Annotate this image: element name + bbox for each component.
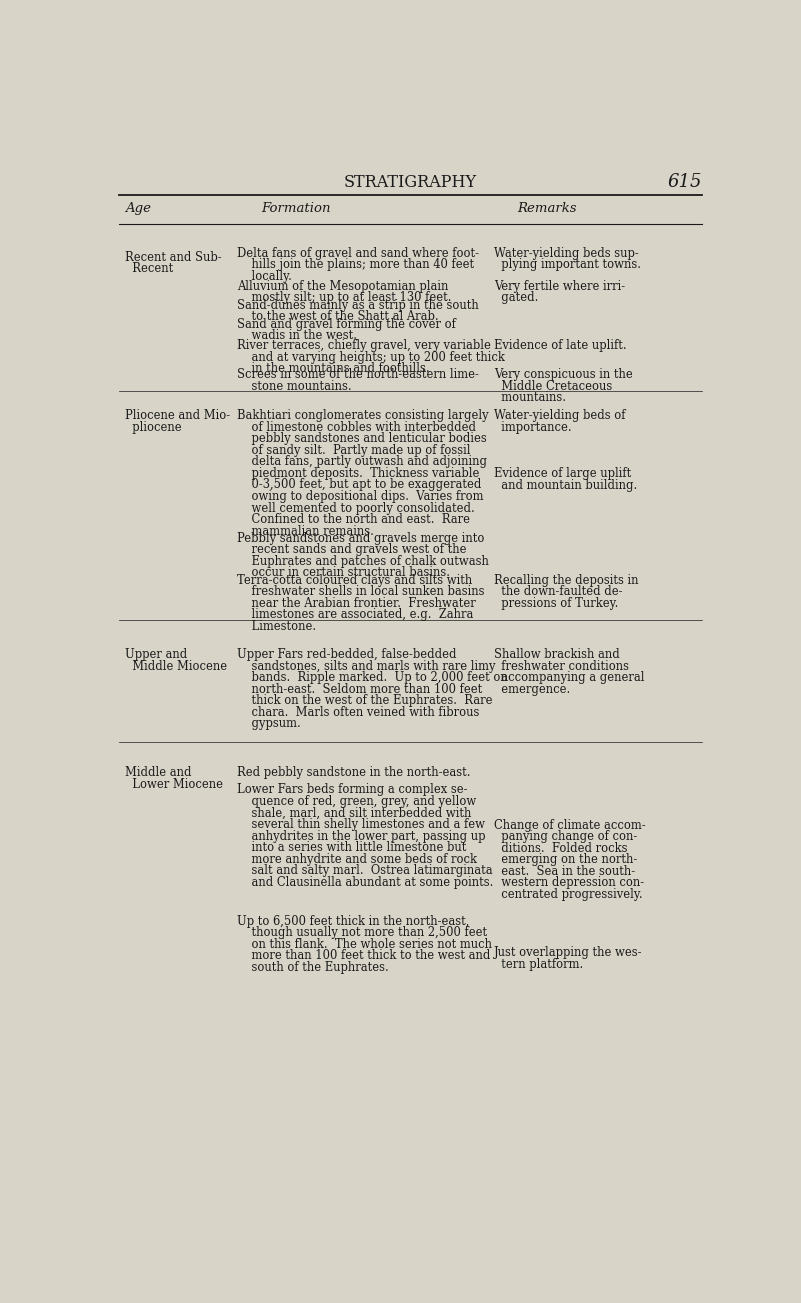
Text: Just overlapping the wes-: Just overlapping the wes-: [494, 946, 643, 959]
Text: piedmont deposits.  Thickness variable: piedmont deposits. Thickness variable: [237, 466, 479, 480]
Text: plying important towns.: plying important towns.: [494, 258, 642, 271]
Text: Very fertile where irri-: Very fertile where irri-: [494, 280, 626, 293]
Text: Evidence of large uplift: Evidence of large uplift: [494, 468, 631, 481]
Text: ditions.  Folded rocks: ditions. Folded rocks: [494, 842, 628, 855]
Text: Remarks: Remarks: [517, 202, 577, 215]
Text: tern platform.: tern platform.: [494, 958, 584, 971]
Text: panying change of con-: panying change of con-: [494, 830, 638, 843]
Text: Very conspicuous in the: Very conspicuous in the: [494, 367, 633, 380]
Text: into a series with little limestone but: into a series with little limestone but: [237, 842, 466, 855]
Text: more anhydrite and some beds of rock: more anhydrite and some beds of rock: [237, 852, 477, 865]
Text: though usually not more than 2,500 feet: though usually not more than 2,500 feet: [237, 926, 487, 939]
Text: north-east.  Seldom more than 100 feet: north-east. Seldom more than 100 feet: [237, 683, 482, 696]
Text: locally.: locally.: [237, 270, 292, 283]
Text: and at varying heights; up to 200 feet thick: and at varying heights; up to 200 feet t…: [237, 351, 505, 364]
Text: Upper and: Upper and: [125, 648, 187, 661]
Text: to the west of the Shatt al Arab.: to the west of the Shatt al Arab.: [237, 310, 438, 323]
Text: mammalian remains.: mammalian remains.: [237, 525, 373, 538]
Text: Sand-dunes mainly as a strip in the south: Sand-dunes mainly as a strip in the sout…: [237, 298, 478, 311]
Text: south of the Euphrates.: south of the Euphrates.: [237, 962, 388, 975]
Text: pliocene: pliocene: [125, 421, 182, 434]
Text: stone mountains.: stone mountains.: [237, 379, 352, 392]
Text: shale, marl, and silt interbedded with: shale, marl, and silt interbedded with: [237, 807, 471, 820]
Text: STRATIGRAPHY: STRATIGRAPHY: [344, 173, 477, 192]
Text: mountains.: mountains.: [494, 391, 566, 404]
Text: more than 100 feet thick to the west and: more than 100 feet thick to the west and: [237, 950, 490, 963]
Text: Pliocene and Mio-: Pliocene and Mio-: [125, 409, 230, 422]
Text: pebbly sandstones and lenticular bodies: pebbly sandstones and lenticular bodies: [237, 433, 486, 446]
Text: quence of red, green, grey, and yellow: quence of red, green, grey, and yellow: [237, 795, 476, 808]
Text: limestones are associated, e.g.  Zahra: limestones are associated, e.g. Zahra: [237, 609, 473, 622]
Text: and mountain building.: and mountain building.: [494, 480, 638, 493]
Text: Shallow brackish and: Shallow brackish and: [494, 648, 620, 661]
Text: Sand and gravel forming the cover of: Sand and gravel forming the cover of: [237, 318, 456, 331]
Text: Recent and Sub-: Recent and Sub-: [125, 250, 222, 263]
Text: Recalling the deposits in: Recalling the deposits in: [494, 573, 639, 586]
Text: gated.: gated.: [494, 292, 539, 305]
Text: accompanying a general: accompanying a general: [494, 671, 645, 684]
Text: hills join the plains; more than 40 feet: hills join the plains; more than 40 feet: [237, 258, 474, 271]
Text: Euphrates and patches of chalk outwash: Euphrates and patches of chalk outwash: [237, 555, 489, 568]
Text: River terraces, chiefly gravel, very variable: River terraces, chiefly gravel, very var…: [237, 339, 490, 352]
Text: Pebbly sandstones and gravels merge into: Pebbly sandstones and gravels merge into: [237, 532, 484, 545]
Text: Middle and: Middle and: [125, 766, 191, 779]
Text: 0-3,500 feet, but apt to be exaggerated: 0-3,500 feet, but apt to be exaggerated: [237, 478, 481, 491]
Text: bands.  Ripple marked.  Up to 2,000 feet on: bands. Ripple marked. Up to 2,000 feet o…: [237, 671, 508, 684]
Text: Confined to the north and east.  Rare: Confined to the north and east. Rare: [237, 513, 469, 526]
Text: Age: Age: [125, 202, 151, 215]
Text: Middle Miocene: Middle Miocene: [125, 659, 227, 672]
Text: gypsum.: gypsum.: [237, 717, 300, 730]
Text: Red pebbly sandstone in the north-east.: Red pebbly sandstone in the north-east.: [237, 766, 470, 779]
Text: Bakhtiari conglomerates consisting largely: Bakhtiari conglomerates consisting large…: [237, 409, 489, 422]
Text: western depression con-: western depression con-: [494, 876, 645, 889]
Text: freshwater conditions: freshwater conditions: [494, 659, 630, 672]
Text: Alluvium of the Mesopotamian plain: Alluvium of the Mesopotamian plain: [237, 280, 448, 293]
Text: owing to depositional dips.  Varies from: owing to depositional dips. Varies from: [237, 490, 483, 503]
Text: Up to 6,500 feet thick in the north-east,: Up to 6,500 feet thick in the north-east…: [237, 915, 469, 928]
Text: Middle Cretaceous: Middle Cretaceous: [494, 379, 613, 392]
Text: anhydrites in the lower part, passing up: anhydrites in the lower part, passing up: [237, 830, 485, 843]
Text: Lower Fars beds forming a complex se-: Lower Fars beds forming a complex se-: [237, 783, 467, 796]
Text: Lower Miocene: Lower Miocene: [125, 778, 223, 791]
Text: the down-faulted de-: the down-faulted de-: [494, 585, 623, 598]
Text: freshwater shells in local sunken basins: freshwater shells in local sunken basins: [237, 585, 484, 598]
Text: Upper Fars red-bedded, false-bedded: Upper Fars red-bedded, false-bedded: [237, 648, 457, 661]
Text: of limestone cobbles with interbedded: of limestone cobbles with interbedded: [237, 421, 476, 434]
Text: Terra-cotta coloured clays and silts with: Terra-cotta coloured clays and silts wit…: [237, 573, 472, 586]
Text: Delta fans of gravel and sand where foot-: Delta fans of gravel and sand where foot…: [237, 246, 479, 259]
Text: Formation: Formation: [261, 202, 331, 215]
Text: and Clausinella abundant at some points.: and Clausinella abundant at some points.: [237, 876, 493, 889]
Text: Water-yielding beds of: Water-yielding beds of: [494, 409, 626, 422]
Text: in the mountains and foothills.: in the mountains and foothills.: [237, 362, 429, 375]
Text: sandstones, silts and marls with rare limy: sandstones, silts and marls with rare li…: [237, 659, 495, 672]
Text: Screes in some of the north-eastern lime-: Screes in some of the north-eastern lime…: [237, 367, 478, 380]
Text: occur in certain structural basins.: occur in certain structural basins.: [237, 567, 449, 580]
Text: chara.  Marls often veined with fibrous: chara. Marls often veined with fibrous: [237, 706, 479, 719]
Text: mostly silt; up to at least 130 feet.: mostly silt; up to at least 130 feet.: [237, 292, 451, 305]
Text: pressions of Turkey.: pressions of Turkey.: [494, 597, 618, 610]
Text: on this flank.  The whole series not much: on this flank. The whole series not much: [237, 938, 492, 951]
Text: Recent: Recent: [125, 262, 173, 275]
Text: well cemented to poorly consolidated.: well cemented to poorly consolidated.: [237, 502, 474, 515]
Text: emerging on the north-: emerging on the north-: [494, 853, 638, 866]
Text: Evidence of late uplift.: Evidence of late uplift.: [494, 339, 627, 352]
Text: recent sands and gravels west of the: recent sands and gravels west of the: [237, 543, 466, 556]
Text: several thin shelly limestones and a few: several thin shelly limestones and a few: [237, 818, 485, 831]
Text: thick on the west of the Euphrates.  Rare: thick on the west of the Euphrates. Rare: [237, 694, 492, 708]
Text: Change of climate accom-: Change of climate accom-: [494, 818, 646, 831]
Text: Limestone.: Limestone.: [237, 620, 316, 633]
Text: near the Arabian frontier.  Freshwater: near the Arabian frontier. Freshwater: [237, 597, 476, 610]
Text: wadis in the west.: wadis in the west.: [237, 330, 356, 343]
Text: east.  Sea in the south-: east. Sea in the south-: [494, 865, 635, 878]
Text: salt and salty marl.  Ostrea latimarginata: salt and salty marl. Ostrea latimarginat…: [237, 864, 493, 877]
Text: of sandy silt.  Partly made up of fossil: of sandy silt. Partly made up of fossil: [237, 444, 470, 457]
Text: emergence.: emergence.: [494, 683, 570, 696]
Text: delta fans, partly outwash and adjoining: delta fans, partly outwash and adjoining: [237, 455, 487, 468]
Text: Water-yielding beds sup-: Water-yielding beds sup-: [494, 246, 639, 259]
Text: 615: 615: [668, 173, 702, 192]
Text: importance.: importance.: [494, 421, 572, 434]
Text: centrated progressively.: centrated progressively.: [494, 887, 643, 900]
